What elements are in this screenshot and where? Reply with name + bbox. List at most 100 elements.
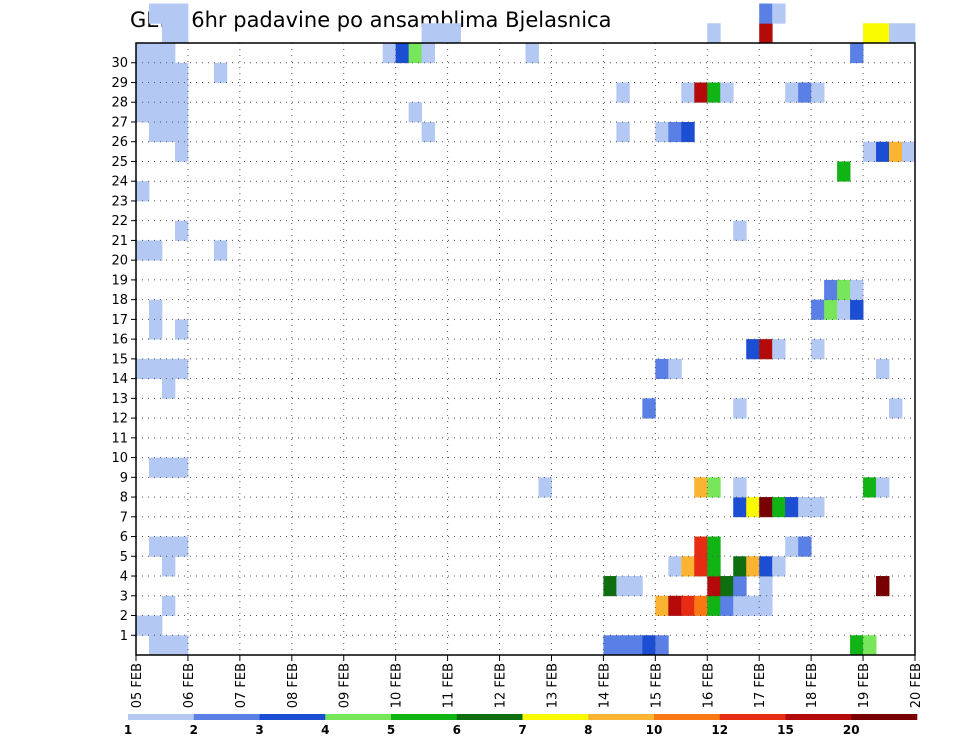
legend-level-label: 8 xyxy=(584,723,592,737)
heatmap-cell xyxy=(837,279,851,301)
heatmap-cell xyxy=(434,23,448,44)
heatmap-cell xyxy=(733,477,747,498)
heatmap-cell xyxy=(642,398,656,419)
heatmap-cell xyxy=(759,576,773,597)
heatmap-cell xyxy=(694,595,708,616)
heatmap-cell xyxy=(746,556,760,577)
heatmap-cell xyxy=(174,121,189,143)
heatmap-cell xyxy=(603,635,617,656)
heatmap-cell xyxy=(733,595,747,616)
heatmap-cell xyxy=(889,141,903,162)
heatmap-cell xyxy=(616,82,630,103)
heatmap-cell xyxy=(148,299,163,320)
y-tick-label: 20 xyxy=(111,254,128,269)
y-tick-label: 30 xyxy=(111,56,128,71)
heatmap-cell xyxy=(837,161,851,182)
heatmap-cell xyxy=(421,23,436,44)
y-tick-label: 7 xyxy=(120,510,128,525)
heatmap-cell xyxy=(408,102,423,123)
heatmap-cell xyxy=(148,82,163,103)
legend-level-label: 12 xyxy=(711,723,728,737)
heatmap-cell xyxy=(174,23,189,44)
y-tick-label: 25 xyxy=(111,155,128,170)
heatmap-cell xyxy=(824,279,838,301)
y-tick-label: 1 xyxy=(120,629,128,644)
heatmap-cell xyxy=(616,576,630,597)
x-tick-label: 15 FEB xyxy=(649,663,664,708)
x-tick-label: 16 FEB xyxy=(701,663,716,708)
heatmap-cell xyxy=(681,556,695,577)
y-tick-label: 10 xyxy=(111,451,128,466)
heatmap-cell xyxy=(694,477,708,498)
heatmap-cell xyxy=(889,398,903,419)
heatmap-cell xyxy=(629,576,643,597)
heatmap-cell xyxy=(798,497,812,518)
heatmap-cell xyxy=(161,121,176,143)
heatmap-cell xyxy=(850,635,864,656)
heatmap-cell xyxy=(174,536,189,557)
heatmap-cell xyxy=(161,595,176,616)
heatmap-cell xyxy=(850,279,864,301)
plot-frame xyxy=(135,42,916,656)
heatmap-cell xyxy=(824,299,838,320)
heatmap-cell xyxy=(798,82,812,103)
heatmap-cell xyxy=(785,497,799,518)
heatmap-cell xyxy=(161,358,176,380)
heatmap-cell xyxy=(707,82,721,103)
heatmap-cell xyxy=(148,457,163,478)
heatmap-cell xyxy=(733,556,747,577)
heatmap-cell xyxy=(681,121,695,143)
heatmap-cell xyxy=(161,3,176,24)
heatmap-cell xyxy=(759,595,773,616)
heatmap-cell xyxy=(655,635,669,656)
legend-level-label: 4 xyxy=(321,723,329,737)
y-tick-label: 26 xyxy=(111,135,128,150)
heatmap-cell xyxy=(720,595,734,616)
legend-level-label: 6 xyxy=(453,723,461,737)
heatmap-cell xyxy=(174,358,189,380)
heatmap-cell xyxy=(876,23,890,44)
y-tick-label: 14 xyxy=(111,372,128,387)
y-tick-label: 16 xyxy=(111,333,128,348)
heatmap-cell xyxy=(148,240,163,261)
heatmap-cell xyxy=(785,536,799,557)
heatmap-cell xyxy=(408,43,423,64)
legend-swatch xyxy=(259,714,326,720)
legend-level-label: 1 xyxy=(124,723,132,737)
heatmap-cell xyxy=(174,457,189,478)
heatmap-cell xyxy=(136,358,150,380)
heatmap-cell xyxy=(161,457,176,478)
legend-level-label: 15 xyxy=(777,723,794,737)
heatmap-cell xyxy=(759,497,773,518)
heatmap-cell xyxy=(759,556,773,577)
heatmap-cell xyxy=(148,3,163,24)
legend-swatch xyxy=(522,714,589,720)
heatmap-cell xyxy=(655,595,669,616)
heatmap-cell xyxy=(811,299,825,320)
legend-level-label: 20 xyxy=(843,723,860,737)
heatmap-cell xyxy=(720,82,734,103)
heatmap-cell xyxy=(136,181,150,202)
y-tick-label: 12 xyxy=(111,412,128,427)
heatmap-cell xyxy=(148,319,163,340)
heatmap-cell xyxy=(759,339,773,360)
heatmap-cell xyxy=(174,141,189,162)
heatmap-cell xyxy=(746,497,760,518)
color-legend: 1 2 3 4 5 6 7 8 10 12 15 20 xyxy=(124,714,918,737)
heatmap-cell xyxy=(174,82,189,103)
heatmap-cell xyxy=(174,319,189,340)
heatmap-cell xyxy=(876,358,890,380)
y-tick-label: 24 xyxy=(111,175,128,190)
heatmap-cell xyxy=(746,595,760,616)
legend-level-label: 7 xyxy=(518,723,526,737)
heatmap-cell xyxy=(136,62,150,83)
y-tick-label: 13 xyxy=(111,392,128,407)
heatmap-cell xyxy=(707,576,721,597)
heatmap-cell xyxy=(629,635,643,656)
heatmap-cell xyxy=(148,635,163,656)
heatmap-cell xyxy=(161,23,176,44)
heatmap-cell xyxy=(733,398,747,419)
legend-swatch xyxy=(456,714,523,720)
heatmap-cell xyxy=(668,121,682,143)
legend-swatch xyxy=(719,714,786,720)
